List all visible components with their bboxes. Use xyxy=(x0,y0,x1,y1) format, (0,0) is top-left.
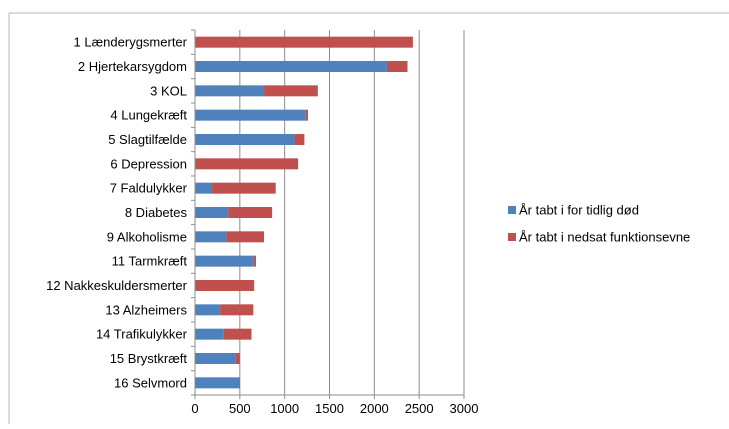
axes xyxy=(191,29,465,399)
bar-segment-premature-death xyxy=(195,134,295,145)
bar-segment-premature-death xyxy=(195,207,229,218)
bar-segment-premature-death xyxy=(195,377,240,389)
category-label: 6 Depression xyxy=(110,156,187,171)
bar-segment-premature-death xyxy=(195,85,265,97)
bar-segment-premature-death xyxy=(195,353,236,364)
bar-segment-disability xyxy=(305,109,308,121)
category-label: 16 Selvmord xyxy=(114,375,187,390)
x-tick-label: 1000 xyxy=(270,401,299,416)
category-label: 14 Trafikulykker xyxy=(96,327,188,342)
bar-segment-premature-death xyxy=(195,182,213,194)
category-label: 9 Alkoholisme xyxy=(107,229,187,244)
category-label: 2 Hjertekarsygdom xyxy=(78,59,187,74)
bar-segment-disability xyxy=(223,328,252,340)
legend-swatch xyxy=(508,206,516,214)
x-tick-label: 2000 xyxy=(360,401,389,416)
category-label: 12 Nakkeskuldersmerter xyxy=(46,278,188,293)
category-label: 11 Tarmkræft xyxy=(112,254,188,269)
category-labels: 1 Lænderygsmerter 2 Hjertekarsygdom 3 KOL 4… xyxy=(46,35,188,391)
category-label: 1 Lænderygsmerter xyxy=(74,35,188,50)
bar-segment-disability xyxy=(235,353,240,364)
bar-segment-premature-death xyxy=(195,255,254,267)
bar-segment-disability xyxy=(294,134,305,145)
bar-segment-disability xyxy=(253,255,256,267)
category-label: 7 Faldulykker xyxy=(110,181,188,196)
category-label: 13 Alzheimers xyxy=(105,302,187,317)
category-label: 15 Brystkræft xyxy=(110,351,188,366)
x-tick-label: 500 xyxy=(229,401,251,416)
legend-label: År tabt i for tidlig død xyxy=(519,203,639,218)
bar-segment-disability xyxy=(264,85,318,97)
legend-swatch xyxy=(508,233,516,241)
bar-segment-disability xyxy=(195,36,413,48)
bar-segment-disability xyxy=(195,280,255,291)
category-label: 4 Lungekræft xyxy=(110,108,187,123)
x-tick-label: 0 xyxy=(191,401,198,416)
bar-segment-premature-death xyxy=(195,61,387,72)
x-tick-label: 1500 xyxy=(315,401,344,416)
bar-segment-premature-death xyxy=(195,328,224,340)
bar-segment-disability xyxy=(228,207,273,218)
category-label: 3 KOL xyxy=(150,83,187,98)
bar-segment-disability xyxy=(220,304,254,316)
category-label: 5 Slagtilfælde xyxy=(108,132,187,147)
bar-segment-disability xyxy=(226,231,265,243)
bar-segment-disability xyxy=(386,61,408,72)
bar-segment-disability xyxy=(195,158,299,170)
bar-segment-premature-death xyxy=(195,231,227,243)
category-label: 8 Diabetes xyxy=(125,205,188,220)
bar-segment-premature-death xyxy=(195,304,221,316)
x-tick-label: 3000 xyxy=(450,401,479,416)
legend-label: År tabt i nedsat funktionsevne xyxy=(519,230,690,245)
x-tick-label: 2500 xyxy=(405,401,434,416)
bar-segment-disability xyxy=(212,182,276,194)
bar-segment-premature-death xyxy=(195,109,306,121)
bars xyxy=(195,36,413,389)
x-tick-labels: 0 500 1000 1500 2000 2500 3000 xyxy=(191,401,478,416)
grid xyxy=(239,30,465,395)
legend: År tabt i for tidlig død År tabt i nedsat… xyxy=(508,203,690,245)
